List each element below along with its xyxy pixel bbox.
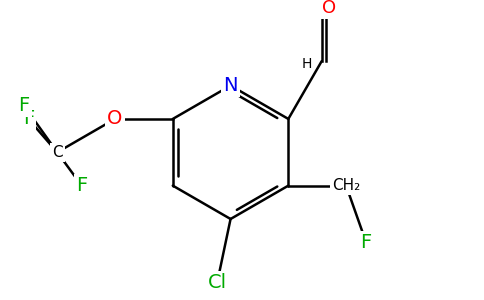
Text: H: H [302,58,312,71]
Text: Cl: Cl [208,273,227,292]
Text: F: F [23,110,34,128]
Text: N: N [223,76,238,95]
Text: CH₂: CH₂ [332,178,360,193]
Text: O: O [107,110,123,128]
Text: O: O [322,0,336,17]
Text: F: F [18,96,30,115]
Text: C: C [52,145,62,160]
Text: F: F [361,233,372,252]
Text: F: F [76,176,87,195]
